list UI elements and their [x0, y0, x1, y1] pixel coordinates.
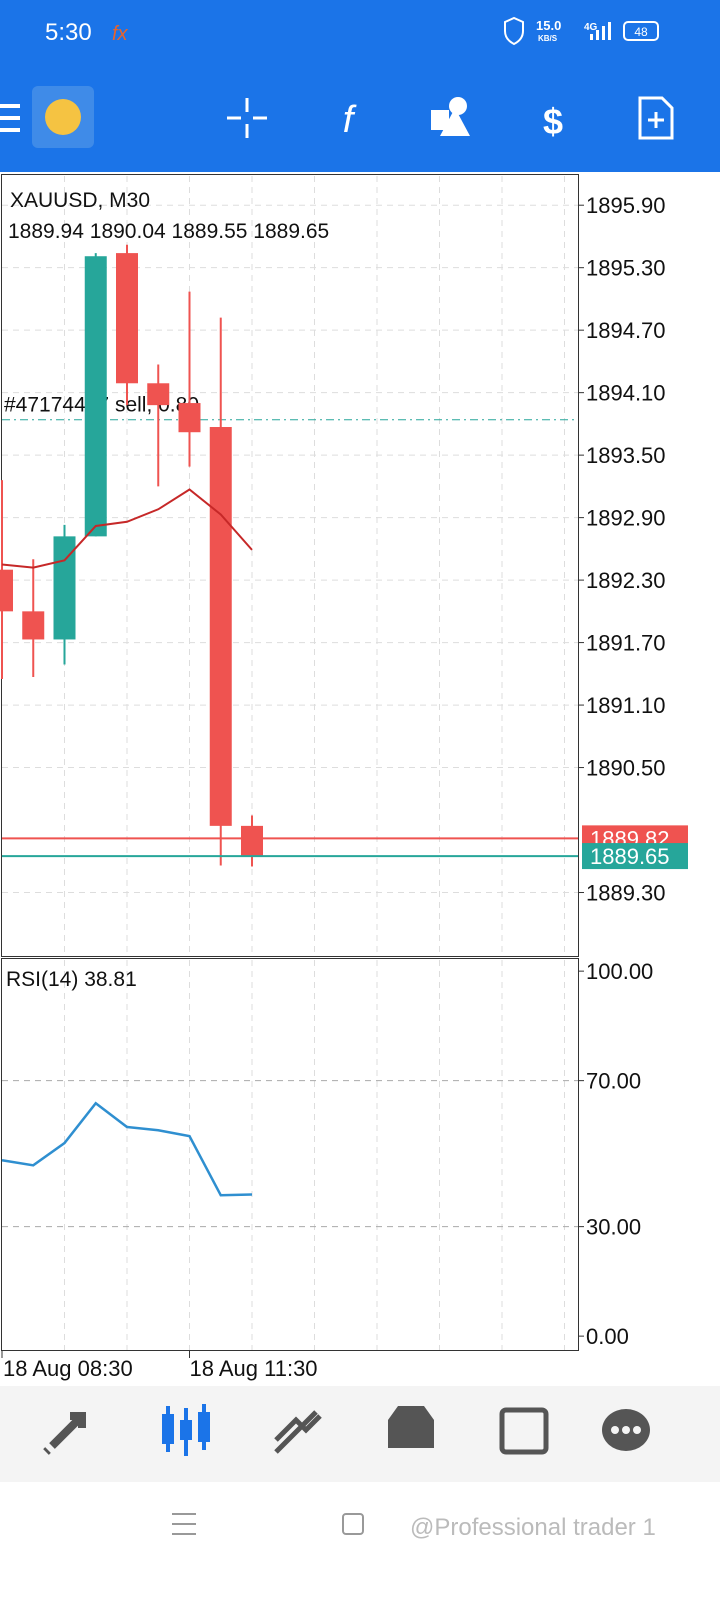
top-bar [0, 0, 720, 172]
y-tick-label: 1891.70 [586, 631, 666, 656]
rsi-panel [1, 958, 579, 1351]
moving-average [1, 488, 253, 569]
net-speed-unit: KB/S [538, 34, 558, 43]
y-tick-label: 1892.90 [586, 506, 666, 531]
battery-icon [623, 21, 659, 41]
x-tick-label: 18 Aug 11:30 [190, 1356, 318, 1381]
candle-body [178, 403, 201, 433]
signal-icon [590, 22, 611, 40]
candle-body [84, 256, 107, 537]
news-tab[interactable] [499, 1407, 549, 1455]
rsi-line [1, 1101, 253, 1197]
fx-icon: fx [112, 23, 129, 45]
y-tick-label: 70.00 [586, 1069, 641, 1094]
y-tick-label: 1893.50 [586, 443, 666, 468]
system-home[interactable] [342, 1513, 364, 1535]
battery-level: 48 [634, 25, 648, 39]
objects-button[interactable] [431, 97, 470, 136]
y-tick-label: 1895.90 [586, 193, 666, 218]
candle-body [147, 383, 170, 406]
ohlc-low: 1889.55 [172, 220, 248, 243]
trade-tab[interactable] [274, 1410, 322, 1454]
y-tick-label: 30.00 [586, 1215, 641, 1240]
rsi-name: RSI(14) [6, 968, 78, 991]
crosshair-button[interactable] [227, 98, 267, 138]
y-tick-label: 1891.10 [586, 693, 666, 718]
vertical-grid [64, 176, 565, 1350]
rsi-value: 38.81 [84, 968, 137, 991]
system-menu[interactable] [172, 1513, 196, 1535]
symbol-title: XAUUSD, M30 [10, 189, 150, 212]
chart-tab[interactable] [162, 1404, 210, 1456]
app-logo-mark [45, 99, 81, 135]
y-tick-label: 1895.30 [586, 256, 666, 281]
network-type: 4G [584, 22, 598, 33]
y-tick-label: 1894.10 [586, 381, 666, 406]
menu-button[interactable] [0, 104, 20, 132]
shield-icon [504, 16, 524, 46]
bottom-nav [0, 1386, 720, 1482]
watermark: @Professional trader 1 [410, 1514, 656, 1541]
y-tick-label: 0.00 [586, 1324, 629, 1349]
candle-body [209, 427, 232, 826]
chart-layer: 1895.90 1895.30 1894.70 1894.10 1893.50 1892.… [0, 193, 688, 1381]
y-tick-label: 1890.50 [586, 756, 666, 781]
new-order-button[interactable] [638, 96, 674, 140]
candle-body [22, 611, 45, 640]
trade-button[interactable]: $ [543, 101, 563, 142]
y-tick-label: 1889.30 [586, 881, 666, 906]
ohlc-open: 1889.94 [8, 220, 84, 243]
ohlc-high: 1890.04 [90, 220, 166, 243]
y-tick-label: 1892.30 [586, 568, 666, 593]
net-speed: 15.0 [536, 18, 561, 33]
candle-body [0, 569, 13, 612]
status-time: 5:30 [45, 19, 92, 46]
y-tick-label: 100.00 [586, 959, 653, 984]
indicators-button[interactable]: f [343, 99, 357, 141]
bid-tag [582, 843, 688, 870]
candle-body [241, 825, 263, 857]
y-tick-label: 1894.70 [586, 318, 666, 343]
x-tick-label: 18 Aug 08:30 [3, 1356, 133, 1381]
candle-body [116, 253, 138, 384]
quotes-tab[interactable] [43, 1412, 86, 1455]
ohlc-readout: 1889.94 1890.04 1889.55 1889.65 [8, 220, 329, 243]
ohlc-close: 1889.65 [253, 220, 329, 243]
rsi-title: RSI(14) 38.81 [6, 968, 137, 991]
history-tab[interactable] [388, 1406, 434, 1448]
bid-label: 1889.65 [590, 844, 670, 869]
